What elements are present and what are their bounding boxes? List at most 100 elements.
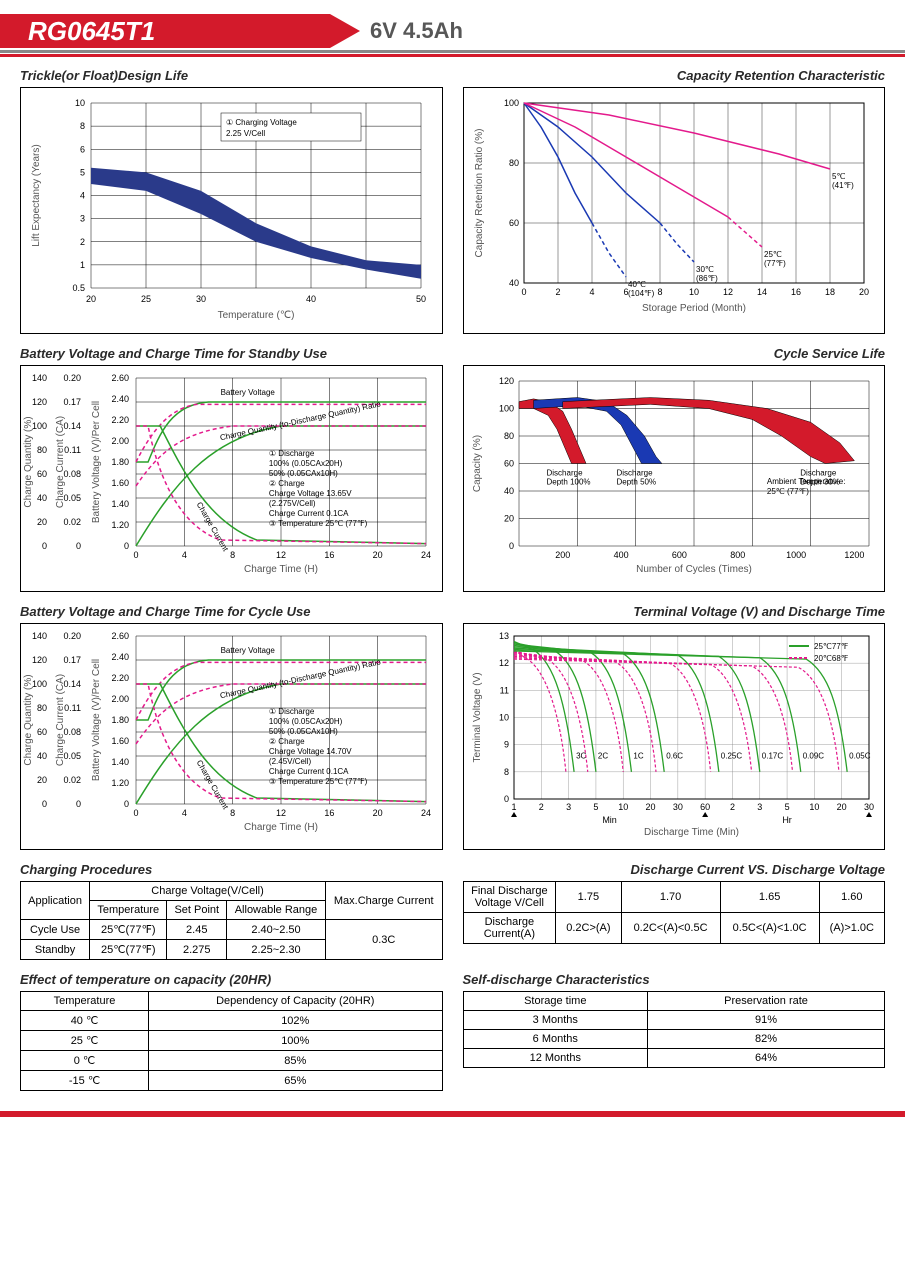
svg-text:0.25C: 0.25C [720,751,742,760]
svg-text:20℃68℉: 20℃68℉ [814,654,849,663]
svg-text:20: 20 [37,775,47,785]
chart-title-retention: Capacity Retention Characteristic [463,68,886,83]
chart-standby: 02040608010012014000.020.050.080.110.140… [20,365,443,592]
svg-text:10: 10 [688,287,698,297]
svg-text:0.5: 0.5 [72,283,85,293]
header-rule-gray [0,50,905,53]
svg-text:120: 120 [498,376,513,386]
svg-text:0.11: 0.11 [64,703,81,713]
svg-text:2C: 2C [597,751,607,760]
svg-text:2.60: 2.60 [111,631,129,641]
svg-text:Depth 100%: Depth 100% [546,478,590,487]
svg-text:9: 9 [503,740,508,750]
svg-text:24: 24 [421,550,431,560]
svg-text:Lift Expectancy (Years): Lift Expectancy (Years) [31,144,42,246]
svg-text:(77℉): (77℉) [764,259,786,268]
svg-text:Charge Current: Charge Current [195,501,231,554]
svg-text:Hr: Hr [782,815,792,825]
svg-text:12: 12 [498,658,508,668]
table-charging: ApplicationCharge Voltage(V/Cell)Max.Cha… [20,881,443,960]
svg-text:Battery Voltage: Battery Voltage [221,646,276,655]
svg-text:0.20: 0.20 [63,631,81,641]
svg-text:0.14: 0.14 [63,679,81,689]
svg-text:30: 30 [196,294,206,304]
svg-text:① Charging Voltage: ① Charging Voltage [226,118,297,127]
svg-text:16: 16 [324,808,334,818]
svg-text:20: 20 [37,517,47,527]
svg-text:③ Temperature 25℃ (77℉): ③ Temperature 25℃ (77℉) [269,519,368,528]
svg-text:10: 10 [809,802,819,812]
svg-text:Charge Current (CA): Charge Current (CA) [55,674,66,766]
svg-text:12: 12 [276,808,286,818]
svg-text:8: 8 [80,121,85,131]
chart-title-discharge: Terminal Voltage (V) and Discharge Time [463,604,886,619]
svg-text:60: 60 [508,218,518,228]
svg-text:5℃: 5℃ [832,172,845,181]
svg-text:(104℉): (104℉) [628,289,655,298]
svg-text:80: 80 [37,703,47,713]
svg-text:0.09C: 0.09C [802,751,824,760]
svg-text:50% (0.05CAx10H): 50% (0.05CAx10H) [269,727,338,736]
svg-text:0.02: 0.02 [63,775,81,785]
header-rule-red [0,54,905,57]
svg-text:Capacity (%): Capacity (%) [472,435,483,492]
svg-text:Battery Voltage: Battery Voltage [221,388,276,397]
svg-text:Discharge: Discharge [616,469,653,478]
svg-text:1.20: 1.20 [111,520,129,530]
svg-text:0.20: 0.20 [63,373,81,383]
svg-text:0: 0 [76,541,81,551]
chart-title-cyclecharge: Battery Voltage and Charge Time for Cycl… [20,604,443,619]
svg-text:0.11: 0.11 [64,445,81,455]
svg-text:10: 10 [498,713,508,723]
svg-text:2: 2 [555,287,560,297]
footer-bar [0,1111,905,1117]
svg-text:1C: 1C [633,751,643,760]
page-header: RG0645T1 6V 4.5Ah [20,10,885,60]
table-title-selfdis: Self-discharge Characteristics [463,972,886,987]
svg-text:5: 5 [80,167,85,177]
svg-text:1.80: 1.80 [111,457,129,467]
chart-discharge: 3C2C1C0.6C0.25C0.17C0.09C0.05C1235102030… [463,623,886,850]
svg-text:12: 12 [722,287,732,297]
svg-text:20: 20 [645,802,655,812]
svg-text:3: 3 [757,802,762,812]
svg-text:2.40: 2.40 [111,652,129,662]
svg-text:2: 2 [80,237,85,247]
svg-text:1.60: 1.60 [111,736,129,746]
table-temp-capacity: TemperatureDependency of Capacity (20HR)… [20,991,443,1091]
svg-text:40: 40 [306,294,316,304]
svg-text:Terminal Voltage (V): Terminal Voltage (V) [472,672,483,762]
svg-text:20: 20 [373,808,383,818]
chart-title-trickle: Trickle(or Float)Design Life [20,68,443,83]
svg-text:40: 40 [508,278,518,288]
svg-text:① Discharge: ① Discharge [269,707,315,716]
svg-text:0: 0 [133,550,138,560]
svg-text:Charge Time (H): Charge Time (H) [244,564,318,575]
svg-text:100: 100 [32,421,47,431]
svg-text:0: 0 [76,799,81,809]
svg-text:Charge Quantity (%): Charge Quantity (%) [23,416,34,507]
svg-text:40: 40 [37,751,47,761]
svg-text:0.17C: 0.17C [761,751,783,760]
svg-text:① Discharge: ① Discharge [269,449,315,458]
svg-text:1.20: 1.20 [111,778,129,788]
svg-text:Charge Time (H): Charge Time (H) [244,822,318,833]
svg-text:14: 14 [756,287,766,297]
svg-text:1200: 1200 [844,550,864,560]
chart-retention: 40℃(104℉)30℃(86℉)25℃(77℉)5℃(41℉)02468101… [463,87,886,334]
svg-text:13: 13 [498,631,508,641]
svg-text:100% (0.05CAx20H): 100% (0.05CAx20H) [269,717,343,726]
svg-text:Charge Current 0.1CA: Charge Current 0.1CA [269,767,349,776]
svg-text:10: 10 [618,802,628,812]
chart-trickle: 20253040500.5123456810Temperature (℃)Lif… [20,87,443,334]
svg-text:1.40: 1.40 [111,499,129,509]
svg-text:1.80: 1.80 [111,715,129,725]
svg-text:0: 0 [508,541,513,551]
svg-text:6: 6 [80,144,85,154]
svg-text:0.05: 0.05 [63,751,81,761]
chart-title-standby: Battery Voltage and Charge Time for Stan… [20,346,443,361]
svg-text:1: 1 [511,802,516,812]
svg-text:0.17: 0.17 [63,655,81,665]
svg-text:40: 40 [37,493,47,503]
svg-text:100: 100 [498,404,513,414]
